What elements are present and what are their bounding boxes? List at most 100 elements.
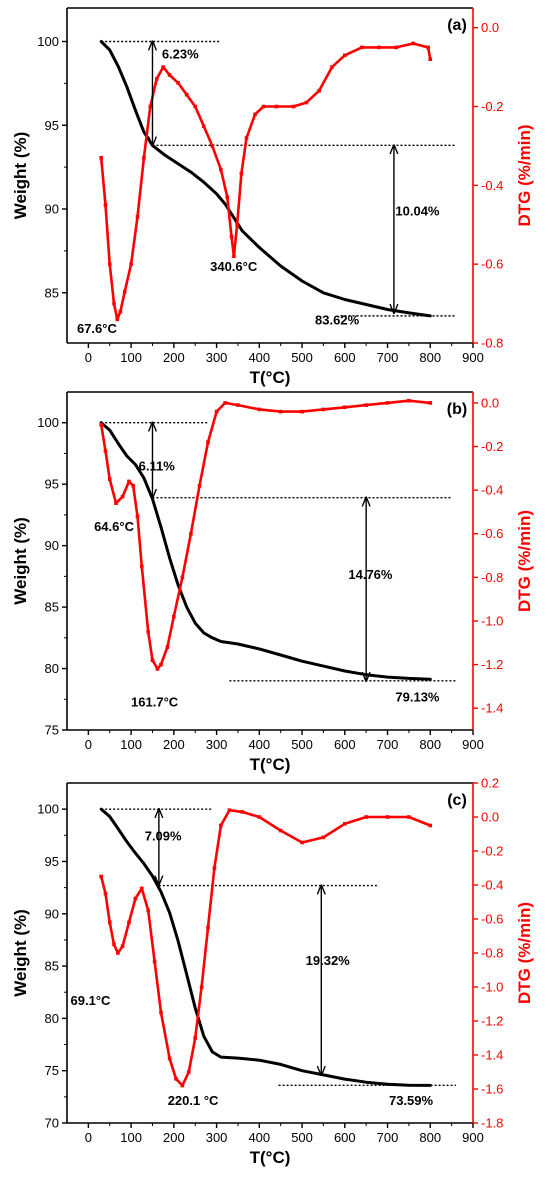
dtg-point bbox=[120, 944, 125, 948]
dtg-point bbox=[206, 440, 210, 444]
annotation-label: 6.23% bbox=[162, 46, 199, 61]
x-tick-label: 900 bbox=[462, 737, 484, 752]
dtg-point bbox=[227, 808, 232, 812]
annotation-label: 19.32% bbox=[306, 953, 351, 968]
dtg-point bbox=[131, 483, 136, 488]
dtg-point bbox=[428, 57, 433, 62]
x-tick-label: 600 bbox=[334, 1130, 356, 1145]
dtg-point bbox=[291, 104, 296, 109]
dtg-point bbox=[317, 88, 321, 93]
x-tick-label: 200 bbox=[163, 350, 185, 365]
chart-panel-3: 0 100 200 300 400 500 600 700 800 900 70 75 80 85 90 95… bbox=[11, 776, 534, 1168]
x-tick-label: 0 bbox=[85, 1130, 92, 1145]
x-tick-label: 500 bbox=[291, 737, 313, 752]
dtg-point bbox=[103, 891, 108, 896]
left-y-tick-label: 75 bbox=[45, 723, 59, 738]
x-tick-label: 800 bbox=[419, 1130, 441, 1145]
right-y-tick-label: -0.4 bbox=[481, 878, 503, 893]
left-y-tick-label: 90 bbox=[45, 202, 59, 217]
annotation-label: 67.6°C bbox=[77, 321, 118, 336]
dtg-point bbox=[274, 104, 279, 109]
dtg-point bbox=[116, 951, 120, 955]
dtg-point bbox=[120, 494, 125, 499]
left-y-tick-label: 85 bbox=[45, 959, 59, 974]
right-y-tick-label: -0.6 bbox=[481, 912, 503, 927]
dtg-point bbox=[189, 531, 193, 536]
dtg-point bbox=[176, 81, 180, 85]
dtg-point bbox=[159, 662, 163, 667]
dtg-point bbox=[139, 886, 144, 891]
right-y-axis-title: DTG (%/min) bbox=[515, 510, 534, 612]
dtg-point bbox=[278, 828, 283, 833]
left-y-tick-label: 85 bbox=[45, 600, 59, 615]
panel-label: (a) bbox=[447, 17, 467, 34]
dtg-point bbox=[150, 658, 155, 663]
x-tick-label: 800 bbox=[419, 350, 441, 365]
dtg-point bbox=[411, 41, 415, 46]
dtg-point bbox=[342, 53, 347, 58]
dtg-series-line bbox=[99, 42, 432, 321]
left-y-tick-label: 100 bbox=[37, 34, 59, 49]
x-tick-label: 200 bbox=[163, 1130, 185, 1145]
panel-label: (c) bbox=[447, 792, 467, 809]
right-y-tick-label: -0.4 bbox=[481, 178, 503, 193]
dtg-point bbox=[407, 398, 411, 403]
right-y-axis-title: DTG (%/min) bbox=[515, 125, 534, 227]
x-tick-label: 500 bbox=[291, 1130, 313, 1145]
annotation-label: 14.76% bbox=[348, 567, 393, 582]
dtg-point bbox=[172, 614, 176, 619]
right-y-tick-label: 0.0 bbox=[481, 810, 499, 825]
dtg-point bbox=[342, 822, 347, 826]
right-y-tick-label: -1.2 bbox=[481, 657, 503, 672]
dtg-point bbox=[139, 564, 144, 569]
x-tick-label: 400 bbox=[248, 1130, 270, 1145]
x-tick-label: 0 bbox=[85, 350, 92, 365]
x-tick-label: 700 bbox=[377, 737, 399, 752]
x-tick-label: 900 bbox=[462, 1130, 484, 1145]
x-tick-label: 600 bbox=[334, 737, 356, 752]
dtg-point bbox=[112, 301, 116, 306]
dtg-point bbox=[330, 65, 334, 69]
x-tick-label: 300 bbox=[206, 350, 228, 365]
dtg-point bbox=[212, 866, 217, 870]
dtg-point bbox=[159, 1010, 163, 1015]
x-tick-label: 400 bbox=[248, 350, 270, 365]
dtg-point bbox=[167, 1056, 172, 1061]
dtg-point bbox=[129, 262, 133, 266]
dtg-point bbox=[407, 815, 411, 819]
annotation-label: 10.04% bbox=[395, 204, 440, 219]
right-y-tick-label: -0.8 bbox=[481, 336, 503, 351]
dtg-point bbox=[321, 407, 326, 412]
dtg-point bbox=[219, 167, 223, 172]
dtg-point bbox=[428, 823, 433, 828]
x-tick-label: 700 bbox=[377, 1130, 399, 1145]
dtg-point bbox=[236, 403, 240, 407]
dtg-point bbox=[232, 254, 236, 259]
dtg-point bbox=[385, 815, 390, 819]
dtg-point bbox=[99, 874, 103, 879]
dtg-point bbox=[118, 309, 123, 314]
dtg-point bbox=[426, 45, 430, 50]
dtg-point bbox=[364, 815, 368, 819]
x-axis-title: T(°C) bbox=[250, 1148, 291, 1167]
dtg-point bbox=[235, 222, 239, 227]
dtg-point bbox=[187, 1070, 191, 1074]
right-y-tick-label: -1.6 bbox=[481, 1082, 503, 1097]
dtg-point bbox=[240, 810, 245, 814]
x-tick-label: 300 bbox=[206, 737, 228, 752]
dtg-point bbox=[278, 409, 283, 414]
right-y-axis-title: DTG (%/min) bbox=[515, 902, 534, 1004]
left-y-tick-label: 95 bbox=[45, 477, 59, 492]
x-tick-label: 0 bbox=[85, 737, 92, 752]
annotation-label: 69.1°C bbox=[71, 993, 112, 1008]
dtg-point bbox=[300, 840, 304, 845]
dtg-point bbox=[239, 171, 244, 176]
x-tick-label: 200 bbox=[163, 737, 185, 752]
dtg-point bbox=[135, 514, 140, 519]
x-tick-label: 800 bbox=[419, 737, 441, 752]
x-tick-label: 300 bbox=[206, 1130, 228, 1145]
right-y-tick-label: -0.4 bbox=[481, 483, 503, 498]
annotation-label: 6.11% bbox=[139, 459, 176, 474]
annotation-label: 340.6°C bbox=[210, 259, 258, 274]
left-y-tick-label: 80 bbox=[45, 661, 59, 676]
